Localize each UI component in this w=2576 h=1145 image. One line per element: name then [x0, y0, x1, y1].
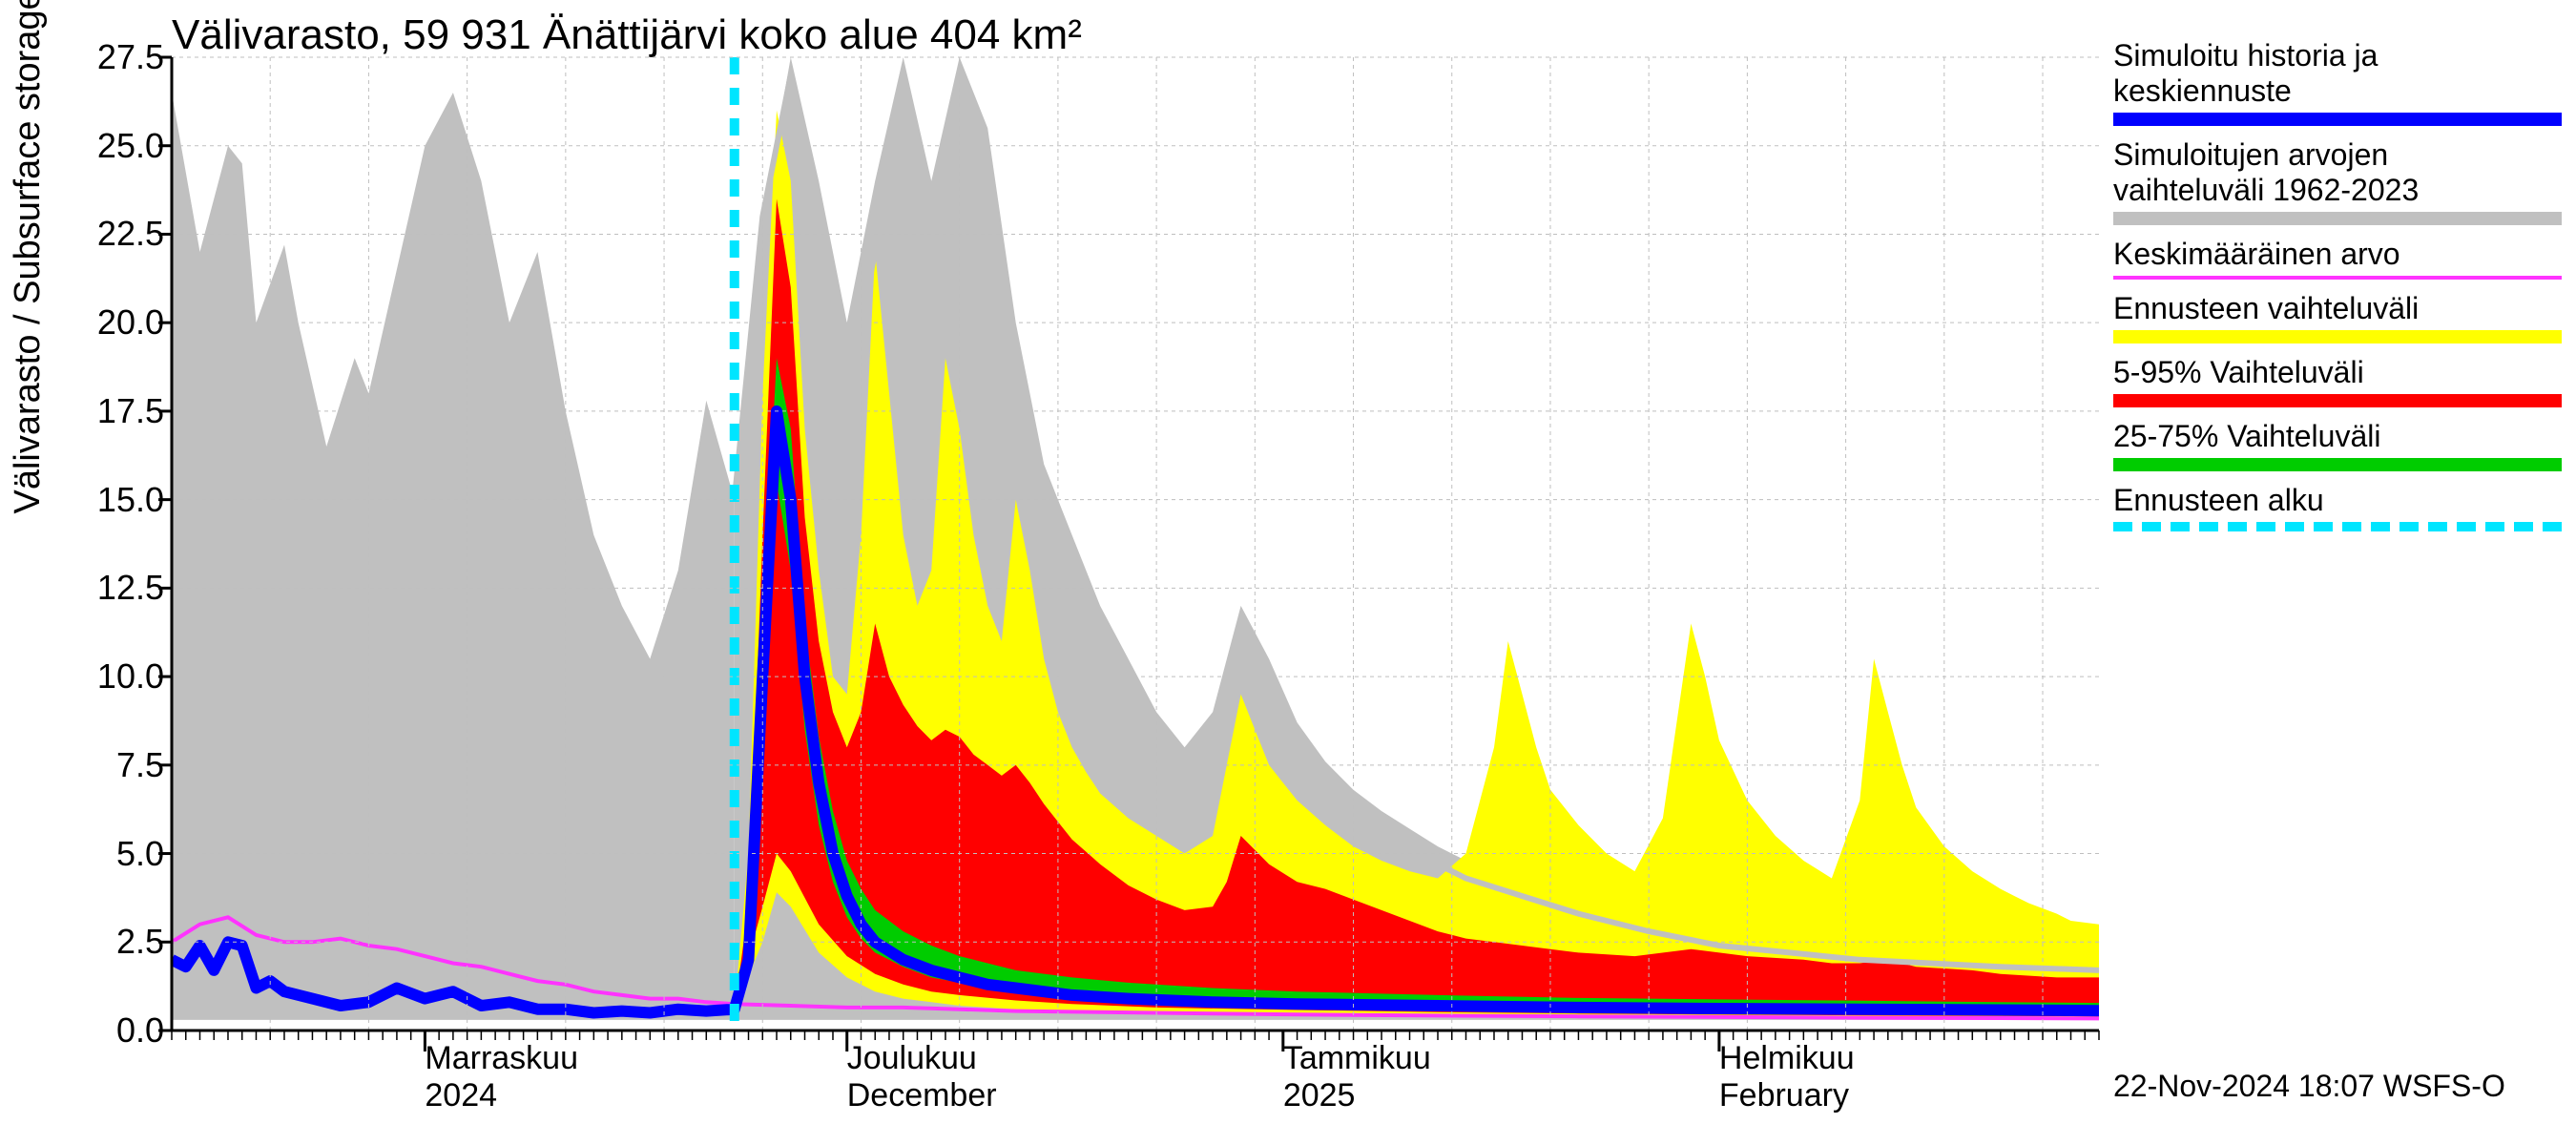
legend-label: Keskimääräinen arvo: [2113, 237, 2562, 272]
y-tick-label: 15.0: [97, 480, 164, 520]
y-tick-label: 25.0: [97, 126, 164, 166]
grey-band-hist: [172, 93, 735, 1020]
footer-timestamp: 22-Nov-2024 18:07 WSFS-O: [2113, 1069, 2505, 1104]
legend-swatch: [2113, 113, 2562, 126]
plot-svg: [172, 57, 2099, 1030]
legend-label: 25-75% Vaihteluväli: [2113, 419, 2562, 454]
legend-label: Simuloitujen arvojen vaihteluväli 1962-2…: [2113, 137, 2562, 208]
x-tick-label: Marraskuu 2024: [425, 1040, 578, 1114]
y-tick-label: 2.5: [116, 922, 164, 962]
y-tick-label: 22.5: [97, 214, 164, 254]
x-tick-label: Tammikuu 2025: [1283, 1040, 1431, 1114]
y-tick-label: 17.5: [97, 391, 164, 431]
y-tick-label: 12.5: [97, 568, 164, 608]
chart-title: Välivarasto, 59 931 Änättijärvi koko alu…: [172, 11, 1082, 59]
legend-swatch: [2113, 394, 2562, 407]
legend-label: 5-95% Vaihteluväli: [2113, 355, 2562, 390]
x-tick-label: Joulukuu December: [847, 1040, 997, 1114]
y-tick-label: 10.0: [97, 656, 164, 697]
legend-label: Ennusteen alku: [2113, 483, 2562, 518]
x-tick-label: Helmikuu February: [1719, 1040, 1855, 1114]
legend: Simuloitu historia ja keskiennuste Simulo…: [2113, 38, 2562, 543]
y-tick-label: 0.0: [116, 1010, 164, 1051]
chart-container: Välivarasto, 59 931 Änättijärvi koko alu…: [0, 0, 2576, 1145]
y-axis-label: Välivarasto / Subsurface storage mm: [8, 0, 49, 514]
legend-swatch: [2113, 522, 2562, 531]
legend-label: Ennusteen vaihteluväli: [2113, 291, 2562, 326]
y-tick-label: 27.5: [97, 37, 164, 77]
legend-swatch: [2113, 330, 2562, 344]
legend-swatch: [2113, 458, 2562, 471]
y-tick-label: 5.0: [116, 834, 164, 874]
legend-label: Simuloitu historia ja keskiennuste: [2113, 38, 2562, 109]
y-tick-label: 20.0: [97, 302, 164, 343]
y-tick-label: 7.5: [116, 745, 164, 785]
plot-area: [172, 57, 2099, 1030]
legend-swatch: [2113, 276, 2562, 280]
legend-swatch: [2113, 212, 2562, 225]
